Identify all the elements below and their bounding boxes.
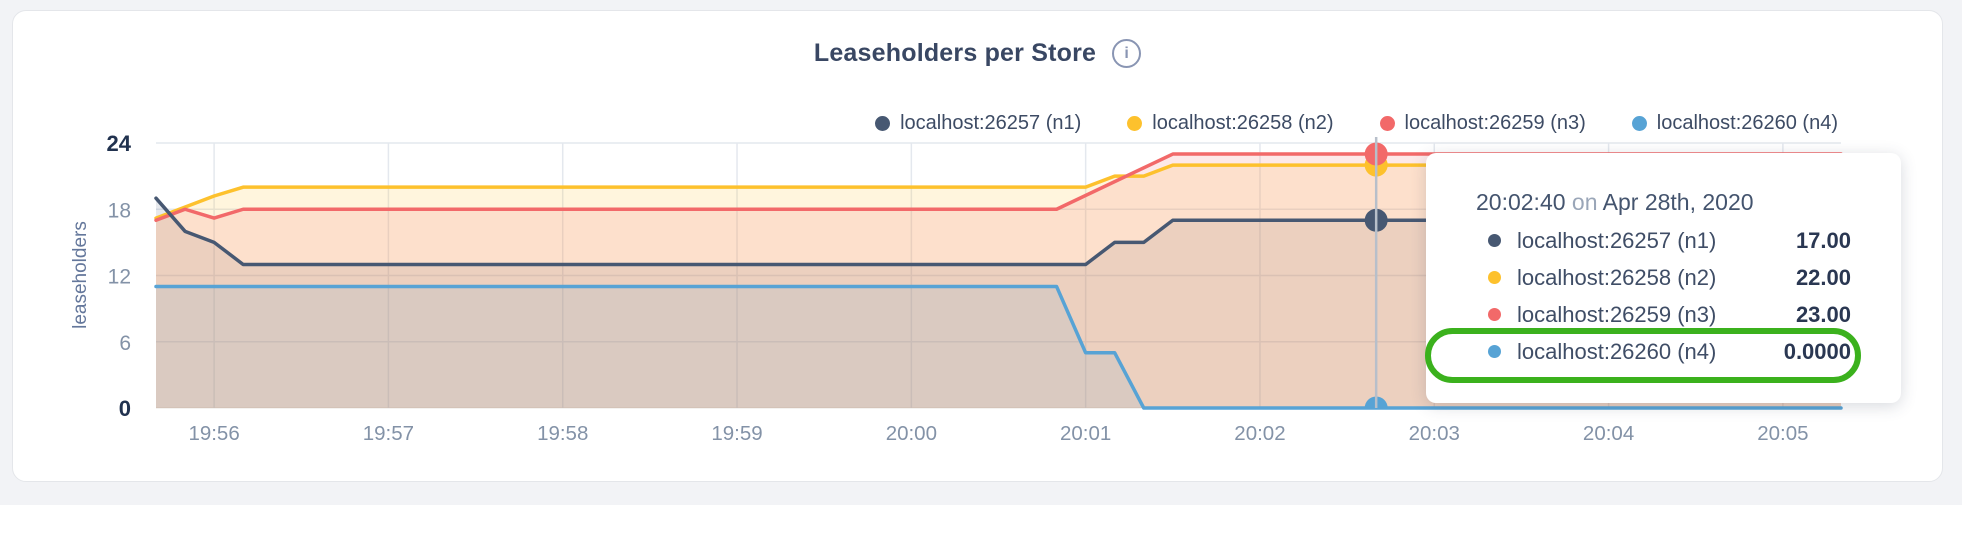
tooltip-series-value: 22.00 — [1795, 264, 1851, 290]
tooltip-row: localhost:26257 (n1) 17.00 — [1476, 222, 1851, 259]
tooltip-series-label: localhost:26259 (n3) — [1517, 301, 1717, 327]
x-tick-label: 20:04 — [1583, 422, 1634, 445]
tooltip-on-word: on — [1571, 189, 1598, 215]
series-line — [154, 284, 1843, 410]
series-area — [156, 198, 1841, 408]
legend-series-dot — [1127, 116, 1143, 131]
tooltip-series-dot — [1488, 345, 1501, 358]
leaseholders-chart-plot[interactable]: 0 6 12 18 24 19:56 19:57 19:58 19:59 20:00 20:01 20… — [13, 11, 1942, 479]
tooltip-series-label: localhost:26258 (n2) — [1517, 264, 1717, 290]
tooltip-series-value: 0.0000 — [1783, 338, 1851, 364]
tooltip-series-dot — [1488, 271, 1501, 284]
tooltip-row: localhost:26260 (n4) 0.0000 — [1476, 333, 1851, 370]
tooltip-timestamp: 20:02:40 on Apr 28th, 2020 — [1476, 189, 1851, 216]
x-tick-label: 19:59 — [711, 422, 762, 445]
legend-series-dot — [1379, 116, 1395, 131]
legend-series-label: localhost:26257 (n1) — [900, 112, 1082, 134]
tooltip-time: 20:02:40 — [1476, 189, 1566, 215]
legend-item[interactable]: localhost:26260 (n4) — [1631, 112, 1838, 135]
legend-item[interactable]: localhost:26258 (n2) — [1127, 112, 1334, 135]
series-area — [156, 286, 1841, 408]
tooltip-date: Apr 28th, 2020 — [1602, 189, 1754, 215]
y-tick-label: 24 — [107, 131, 132, 156]
x-tick-label: 20:01 — [1060, 422, 1111, 445]
tooltip-row: localhost:26259 (n3) 23.00 — [1476, 296, 1851, 333]
tooltip-series-value: 23.00 — [1795, 301, 1851, 327]
series-line — [154, 152, 1843, 223]
legend-item[interactable]: localhost:26259 (n3) — [1379, 112, 1586, 135]
tooltip-series-value: 17.00 — [1795, 227, 1851, 253]
series-area — [156, 154, 1841, 408]
legend-series-dot — [875, 116, 891, 131]
tooltip-row: localhost:26258 (n2) 22.00 — [1476, 259, 1851, 296]
tooltip-series-label: localhost:26260 (n4) — [1517, 338, 1717, 364]
hover-tooltip: 20:02:40 on Apr 28th, 2020 localhost:262… — [1426, 153, 1901, 403]
x-tick-label: 20:00 — [886, 422, 937, 445]
legend-series-label: localhost:26258 (n2) — [1152, 112, 1334, 134]
legend-item[interactable]: localhost:26257 (n1) — [875, 112, 1081, 135]
y-tick-label: 12 — [108, 266, 131, 289]
legend: localhost:26257 (n1) localhost:26258 (n2)… — [875, 112, 1838, 135]
series-line — [154, 163, 1843, 220]
tooltip-series-dot — [1488, 234, 1501, 247]
legend-series-label: localhost:26259 (n3) — [1404, 112, 1586, 134]
legend-series-dot — [1631, 116, 1647, 131]
x-tick-label: 20:05 — [1757, 422, 1808, 445]
tooltip-series-dot — [1488, 308, 1501, 321]
legend-series-label: localhost:26260 (n4) — [1656, 112, 1838, 134]
x-tick-label: 19:57 — [363, 422, 414, 445]
info-icon[interactable]: i — [1112, 39, 1142, 68]
x-tick-label: 20:02 — [1234, 422, 1285, 445]
x-tick-label: 19:56 — [188, 422, 239, 445]
series-line — [154, 196, 1843, 267]
chart-card: 0 6 12 18 24 19:56 19:57 19:58 19:59 20:00 20:01 20… — [12, 10, 1943, 482]
y-axis-label: leaseholders — [69, 221, 91, 329]
y-tick-label: 6 — [119, 332, 131, 355]
tooltip-rows: localhost:26257 (n1) 17.00 localhost:26258… — [1476, 222, 1851, 370]
tooltip-series-label: localhost:26257 (n1) — [1517, 227, 1717, 253]
x-tick-label: 20:03 — [1409, 422, 1460, 445]
y-tick-label: 18 — [108, 199, 131, 222]
chart-header: Leaseholders per Store i — [13, 39, 1942, 68]
x-tick-label: 19:58 — [537, 422, 588, 445]
y-tick-label: 0 — [119, 396, 131, 421]
chart-title: Leaseholders per Store — [813, 39, 1097, 67]
